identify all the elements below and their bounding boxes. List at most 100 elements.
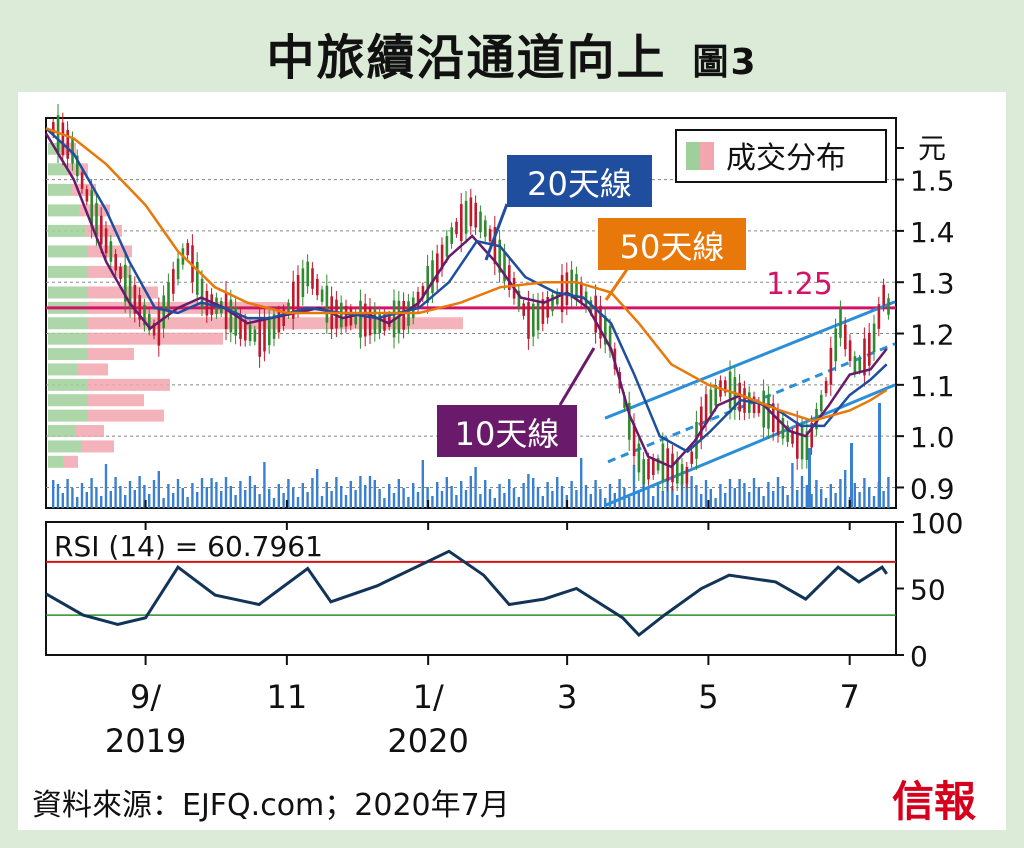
candle-body <box>292 281 295 319</box>
candle-body <box>95 203 98 236</box>
candle-body <box>316 278 319 296</box>
volume-bar <box>229 486 232 508</box>
y-tick-label: 1.0 <box>910 421 955 454</box>
volume-profile-down-bar <box>78 363 108 376</box>
volume-bar <box>407 497 410 508</box>
candle-body <box>632 423 636 457</box>
candle-body <box>671 453 674 483</box>
candle-body <box>200 278 204 308</box>
volume-bar <box>532 478 535 508</box>
candle-body <box>464 200 468 234</box>
legend-label: 成交分布 <box>726 141 846 176</box>
volume-bar <box>522 483 525 508</box>
candle-body <box>546 297 549 318</box>
volume-profile-up-bar <box>48 224 85 237</box>
figure-label: 圖3 <box>692 42 758 83</box>
volume-bar <box>61 493 64 508</box>
volume-bar <box>863 478 866 508</box>
volume-bar <box>181 488 184 508</box>
volume-spike-bar <box>850 443 853 508</box>
volume-bar <box>719 484 722 508</box>
volume-profile-up-bar <box>48 394 88 407</box>
volume-bar <box>887 477 890 508</box>
candle-body <box>229 299 233 333</box>
volume-bar <box>392 493 396 508</box>
volume-bar <box>76 497 79 508</box>
candle-body <box>565 272 569 306</box>
candle-body <box>90 190 93 228</box>
volume-bar <box>397 479 400 508</box>
volume-bar <box>820 489 823 508</box>
candle-body <box>114 254 117 271</box>
volume-bar <box>556 477 559 508</box>
volume-bar <box>263 462 266 508</box>
volume-bar <box>608 484 612 508</box>
volume-bar <box>584 485 588 508</box>
candle-body <box>306 261 309 287</box>
candle-body <box>834 328 837 362</box>
volume-spike-bar <box>808 448 811 508</box>
candle-body <box>767 395 770 429</box>
x-axis: 9/2019 11 1/2020 3 5 7 <box>105 500 860 760</box>
volume-bar <box>618 479 621 508</box>
candle-body <box>378 312 381 334</box>
volume-bar <box>704 480 708 508</box>
candle-body <box>580 282 583 304</box>
volume-bar <box>680 481 684 508</box>
volume-bar <box>666 477 669 508</box>
x-tick-label: 3 <box>557 678 577 716</box>
volume-bar <box>738 479 741 508</box>
volume-bar <box>431 496 434 508</box>
volume-bar <box>800 476 804 508</box>
volume-bar <box>138 476 141 508</box>
volume-bar <box>853 483 856 508</box>
candle-body <box>863 338 866 376</box>
legend-down-swatch <box>700 142 714 170</box>
volume-bar <box>340 486 343 508</box>
candle-body <box>234 306 237 336</box>
candle-body <box>652 458 655 475</box>
volume-profile-up-bar <box>48 163 68 176</box>
volume-bar <box>690 476 693 508</box>
volume-bar <box>258 494 261 508</box>
candle-body <box>263 318 266 352</box>
volume-bar <box>234 495 237 508</box>
volume-bar <box>450 486 453 508</box>
volume-bar <box>301 483 304 508</box>
candle-body <box>498 239 501 273</box>
x-tick-label: 5 <box>698 678 718 716</box>
candle-body <box>440 244 444 270</box>
volume-bar <box>488 489 492 508</box>
volume-spike-bar <box>878 403 881 508</box>
volume-bar <box>104 464 108 508</box>
volume-profile-up-bar <box>48 245 88 258</box>
volume-bar <box>724 493 727 508</box>
candle-body <box>138 295 141 320</box>
candle-body <box>844 324 847 350</box>
channel-lower-line <box>604 383 896 507</box>
candle-body <box>61 122 65 156</box>
candle-body <box>527 301 530 339</box>
volume-bar <box>829 484 832 508</box>
price-panel: 0.9 1.0 1.1 1.2 1.3 1.4 1.5元 1.25 20天線 50天線 10天線 成交… <box>44 104 955 509</box>
volume-bar <box>71 488 74 508</box>
candle-body <box>877 304 881 329</box>
resistance-label: 1.25 <box>766 267 833 302</box>
volume-bar <box>148 494 151 508</box>
y-unit-label: 元 <box>918 132 946 165</box>
candle-body <box>709 389 713 415</box>
y-tick-label: 1.5 <box>910 165 955 198</box>
volume-bar <box>632 465 636 508</box>
rsi-y-tick-label: 100 <box>910 507 963 540</box>
volume-bar <box>676 495 679 508</box>
volume-bar <box>210 478 213 508</box>
rsi-panel: 0 50 100 RSI (14) = 60.7961 <box>45 507 963 673</box>
volume-bar <box>335 477 338 508</box>
candle-body <box>680 464 684 485</box>
volume-bar <box>748 492 751 508</box>
candle-body <box>599 305 602 339</box>
volume-bar <box>733 488 736 508</box>
candle-body <box>196 262 199 295</box>
volume-bar <box>440 491 444 508</box>
volume-bar <box>176 479 180 508</box>
